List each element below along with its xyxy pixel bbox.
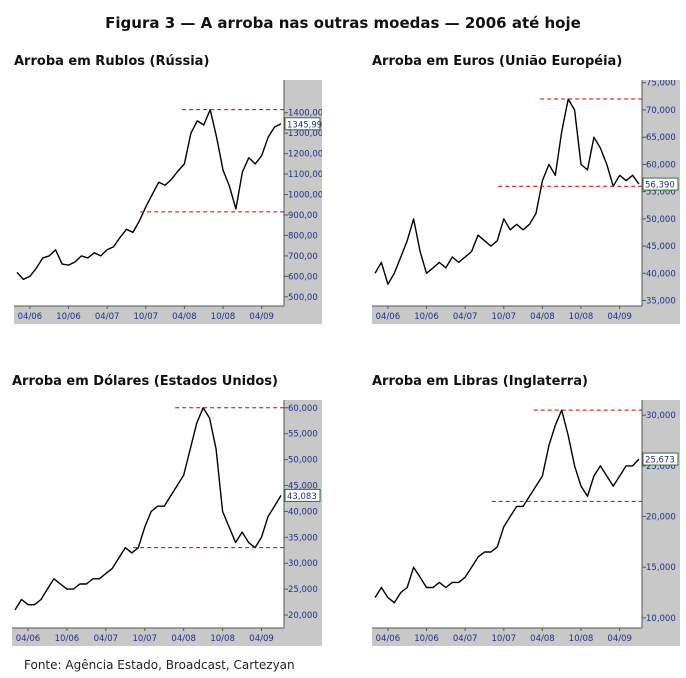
x-tick-label: 04/08 [171,634,196,644]
x-axis-strip [14,306,322,324]
y-tick-label: 55,000 [646,188,676,198]
y-tick-label: 1200,00 [288,150,322,160]
x-tick-label: 04/07 [95,312,120,322]
series-line [16,109,282,281]
x-tick-label: 10/06 [414,634,439,644]
x-tick-label: 04/06 [376,312,401,322]
y-tick-label: 40,000 [646,269,676,279]
last-value-box [642,452,679,466]
series-line [374,409,640,604]
x-tick-label: 04/09 [249,634,274,644]
figure-title: Figura 3 — A arroba nas outras moedas — … [105,14,581,32]
y-tick-label: 45,000 [288,482,318,492]
x-tick-label: 04/09 [249,312,274,322]
x-tick-label: 10/07 [134,312,159,322]
y-tick-label: 40,000 [288,507,318,517]
x-tick-label: 04/07 [453,634,478,644]
x-tick-label: 04/06 [18,312,43,322]
x-tick-label: 10/07 [492,312,517,322]
x-tick-label: 10/06 [414,312,439,322]
y-tick-label: 25,000 [646,462,676,472]
x-tick-label: 04/08 [530,634,555,644]
y-tick-label: 60,000 [646,160,676,170]
x-tick-label: 04/07 [453,312,478,322]
x-tick-label: 04/08 [172,312,197,322]
x-tick-label: 10/08 [569,312,594,322]
last-value-box [284,117,321,131]
y-tick-label: 50,000 [288,456,318,466]
x-tick-label: 10/08 [211,312,236,322]
y-tick-label: 70,000 [646,106,676,116]
last-value-box [284,488,321,502]
x-tick-label: 04/06 [16,634,40,644]
chart-rublos: 500,00 600,00 700,00 800,00 900,00 1000,00 110… [14,80,322,324]
chart-panel-rublos: Arroba em Rublos (Rússia) 500,00 600,00 70… [14,54,324,326]
y-tick-label: 60,000 [288,404,318,414]
last-value-label: 56,390 [645,181,675,191]
chart-libras: 10,000 15,000 20,000 25,000 30,000 04/06 10/06… [372,400,680,646]
x-tick-label: 10/07 [492,634,517,644]
x-tick-label: 04/07 [94,634,119,644]
x-tick-label: 10/08 [210,634,235,644]
plot-area [14,80,284,306]
y-tick-label: 500,00 [288,293,318,303]
chart-panel-libras: Arroba em Libras (Inglaterra) 10,000 15,0… [372,374,682,646]
x-tick-label: 10/07 [133,634,158,644]
last-value-label: 43,083 [287,492,317,502]
y-tick-label: 30,000 [646,411,676,421]
series-line [14,407,282,611]
y-tick-label: 50,000 [646,215,676,225]
y-tick-label: 75,000 [646,80,676,89]
x-tick-label: 04/09 [607,634,632,644]
chart-title: Arroba em Libras (Inglaterra) [372,374,588,389]
y-tick-label: 35,000 [646,297,676,307]
y-tick-label: 800,00 [288,231,318,241]
y-tick-label: 10,000 [646,614,676,624]
x-axis-strip [372,628,680,646]
last-value-label: 25,673 [645,456,675,466]
y-axis-strip [284,400,322,646]
x-axis-strip [372,306,680,324]
y-tick-label: 15,000 [646,563,676,573]
x-tick-label: 04/06 [376,634,401,644]
source-note: Fonte: Agência Estado, Broadcast, Cartez… [24,658,295,672]
chart-title: Arroba em Dólares (Estados Unidos) [12,374,278,389]
chart-panel-dolares: Arroba em Dólares (Estados Unidos) 20,00… [12,374,322,646]
y-tick-label: 1000,00 [288,191,322,201]
y-tick-label: 900,00 [288,211,318,221]
x-tick-label: 04/08 [530,312,555,322]
y-tick-label: 65,000 [646,133,676,143]
last-value-label: 1345,99 [287,120,322,130]
chart-panel-euros: Arroba em Euros (União Européia) 35,000 4… [372,54,682,326]
y-tick-label: 35,000 [288,533,318,543]
last-value-box [642,177,679,191]
plot-area [372,400,642,628]
chart-title: Arroba em Euros (União Européia) [372,54,623,69]
y-tick-label: 20,000 [288,611,318,621]
chart-dolares: 20,000 25,000 30,000 35,000 40,000 45,000 50,0… [12,400,322,646]
x-tick-label: 04/09 [607,312,632,322]
x-tick-label: 10/06 [55,634,80,644]
chart-euros: 35,000 40,000 45,000 50,000 55,000 60,000 65,0… [372,80,680,324]
y-tick-label: 45,000 [646,242,676,252]
plot-area [12,400,284,628]
y-axis-strip [642,80,680,324]
y-tick-label: 1300,00 [288,129,322,139]
y-tick-label: 25,000 [288,585,318,595]
y-axis-strip [642,400,680,646]
y-tick-label: 700,00 [288,252,318,262]
plot-area [372,80,642,306]
series-line [374,98,640,285]
y-tick-label: 20,000 [646,513,676,523]
y-tick-label: 1400,00 [288,109,322,119]
y-tick-label: 600,00 [288,272,318,282]
chart-title: Arroba em Rublos (Rússia) [14,54,210,69]
y-tick-label: 30,000 [288,559,318,569]
x-tick-label: 10/08 [569,634,594,644]
y-tick-label: 55,000 [288,430,318,440]
y-tick-label: 1100,00 [288,170,322,180]
x-tick-label: 10/06 [56,312,81,322]
x-axis-strip [12,628,322,646]
